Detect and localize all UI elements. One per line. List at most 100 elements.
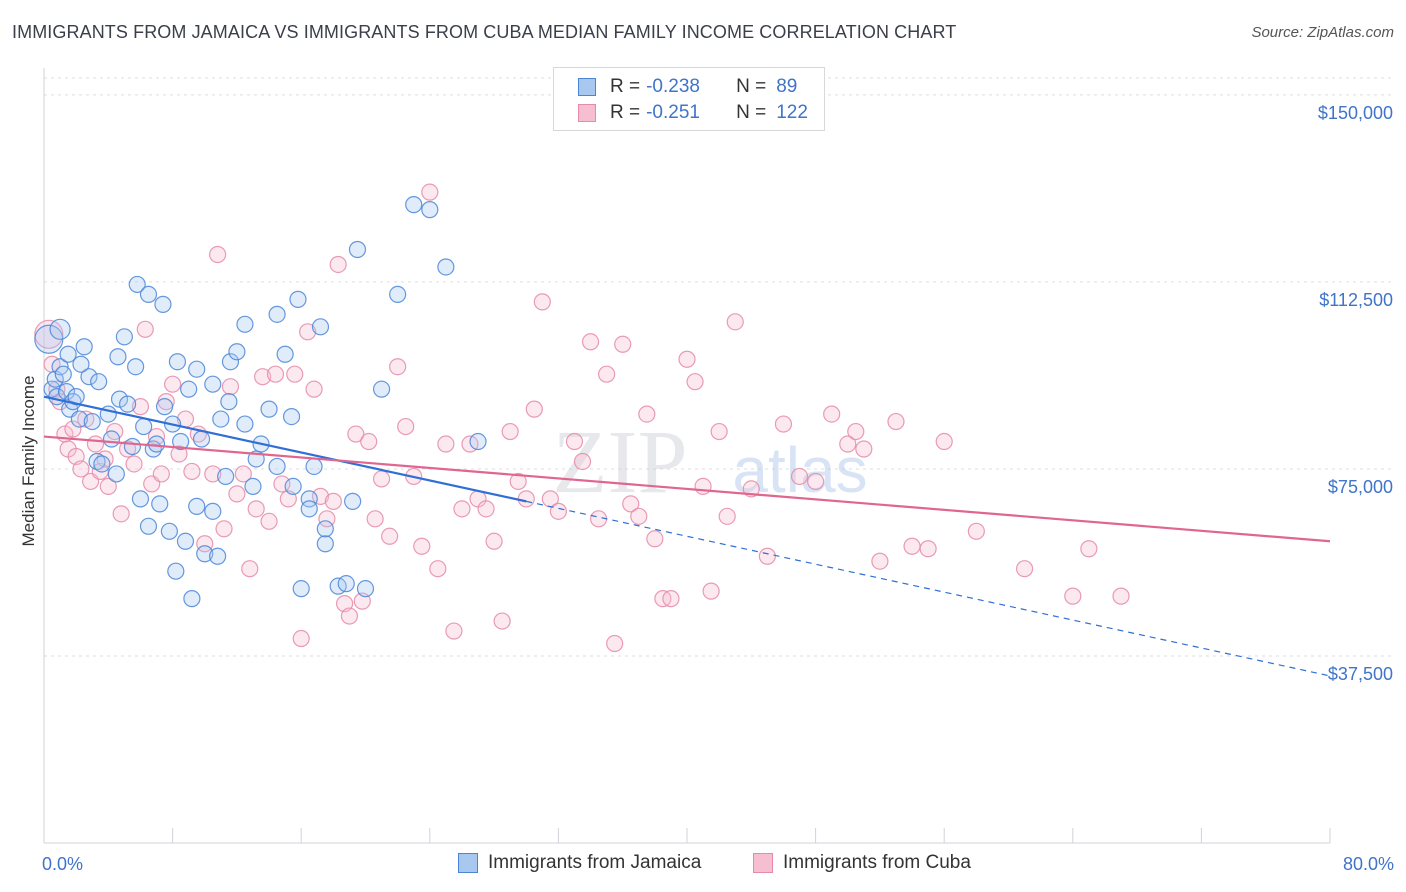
bottom-legend-swatch-jamaica xyxy=(458,853,478,873)
point-cuba xyxy=(525,400,543,418)
point-cuba xyxy=(305,380,323,398)
point-jamaica xyxy=(311,318,330,336)
point-jamaica xyxy=(204,502,222,520)
point-cuba xyxy=(204,465,222,483)
legend-swatch-cuba xyxy=(578,104,596,122)
point-cuba xyxy=(273,475,291,493)
point-jamaica xyxy=(292,580,310,598)
point-jamaica xyxy=(155,398,174,416)
trend-line-jamaica-extension xyxy=(526,500,1331,677)
point-cuba xyxy=(118,440,137,458)
point-cuba xyxy=(247,500,265,518)
point-cuba xyxy=(1080,540,1098,558)
point-jamaica xyxy=(57,383,76,401)
point-cuba xyxy=(565,432,584,451)
point-cuba xyxy=(254,368,272,386)
y-tick-label: $75,000 xyxy=(1328,477,1393,497)
point-cuba xyxy=(266,365,285,383)
legend-n-value: 89 xyxy=(776,76,798,97)
legend-n-value: 122 xyxy=(776,102,808,123)
point-cuba xyxy=(718,507,736,525)
point-cuba xyxy=(136,320,154,338)
point-jamaica xyxy=(268,457,286,476)
point-jamaica xyxy=(196,545,214,563)
point-jamaica xyxy=(260,400,278,418)
point-jamaica xyxy=(405,196,423,214)
point-jamaica xyxy=(49,318,71,340)
point-jamaica xyxy=(59,345,77,363)
point-jamaica xyxy=(139,517,158,535)
point-jamaica xyxy=(151,495,169,513)
point-cuba xyxy=(292,629,310,648)
y-tick-label: $112,500 xyxy=(1319,290,1393,310)
point-jamaica xyxy=(356,580,375,598)
point-jamaica xyxy=(88,452,106,471)
point-cuba xyxy=(573,452,592,471)
point-cuba xyxy=(839,435,857,453)
x-tick-label: 0.0% xyxy=(42,854,83,874)
point-jamaica xyxy=(131,490,150,508)
point-cuba xyxy=(581,333,600,351)
point-jamaica xyxy=(220,393,238,411)
legend-n-label: N = xyxy=(736,76,767,97)
point-jamaica xyxy=(217,467,235,486)
trend-line-cuba xyxy=(43,435,1331,543)
point-cuba xyxy=(340,607,359,625)
point-jamaica xyxy=(160,522,178,540)
legend-row-cuba: R = -0.251 N = 122 xyxy=(578,101,808,125)
point-cuba xyxy=(509,472,527,491)
point-cuba xyxy=(260,512,278,530)
point-jamaica xyxy=(188,497,206,515)
axis-layer xyxy=(43,68,1331,844)
point-jamaica xyxy=(83,412,101,431)
point-cuba xyxy=(311,487,330,505)
point-jamaica xyxy=(183,590,201,608)
point-cuba xyxy=(164,375,182,393)
point-cuba xyxy=(329,255,347,274)
source-label: Source: ZipAtlas.com xyxy=(1251,24,1394,41)
point-jamaica xyxy=(70,410,88,428)
point-jamaica xyxy=(289,290,307,308)
point-jamaica xyxy=(212,410,230,428)
point-cuba xyxy=(710,422,728,441)
point-cuba xyxy=(790,467,809,486)
point-jamaica xyxy=(437,258,455,276)
point-jamaica xyxy=(107,465,125,483)
point-jamaica xyxy=(123,437,142,456)
point-cuba xyxy=(606,634,624,653)
point-cuba xyxy=(887,412,905,431)
point-jamaica xyxy=(176,532,195,550)
point-cuba xyxy=(241,560,259,578)
point-jamaica xyxy=(139,285,158,304)
point-cuba xyxy=(221,378,240,396)
point-cuba xyxy=(935,432,953,451)
point-jamaica xyxy=(348,240,367,259)
watermark-zip: ZIP xyxy=(553,413,688,512)
point-cuba xyxy=(806,472,825,491)
point-jamaica xyxy=(188,360,206,378)
point-jamaica xyxy=(268,305,286,323)
point-cuba xyxy=(1064,587,1082,605)
point-cuba xyxy=(437,435,455,453)
point-cuba xyxy=(967,522,985,540)
point-cuba xyxy=(413,537,431,555)
point-cuba xyxy=(871,552,889,570)
y-tick-label: $37,500 xyxy=(1328,664,1393,684)
point-cuba xyxy=(493,612,511,630)
point-cuba xyxy=(209,245,227,264)
point-jamaica xyxy=(282,407,301,426)
point-cuba xyxy=(501,422,519,441)
point-cuba xyxy=(823,405,841,423)
point-jamaica xyxy=(284,477,302,496)
point-cuba xyxy=(152,465,170,483)
point-jamaica xyxy=(168,353,187,371)
point-jamaica xyxy=(300,490,318,508)
point-cuba xyxy=(445,622,463,640)
point-jamaica xyxy=(80,368,98,386)
point-jamaica xyxy=(192,430,211,448)
point-cuba xyxy=(381,527,399,545)
y-tick-label: $150,000 xyxy=(1318,103,1393,123)
point-cuba xyxy=(347,425,365,443)
point-cuba xyxy=(286,365,304,383)
point-jamaica xyxy=(209,547,227,565)
